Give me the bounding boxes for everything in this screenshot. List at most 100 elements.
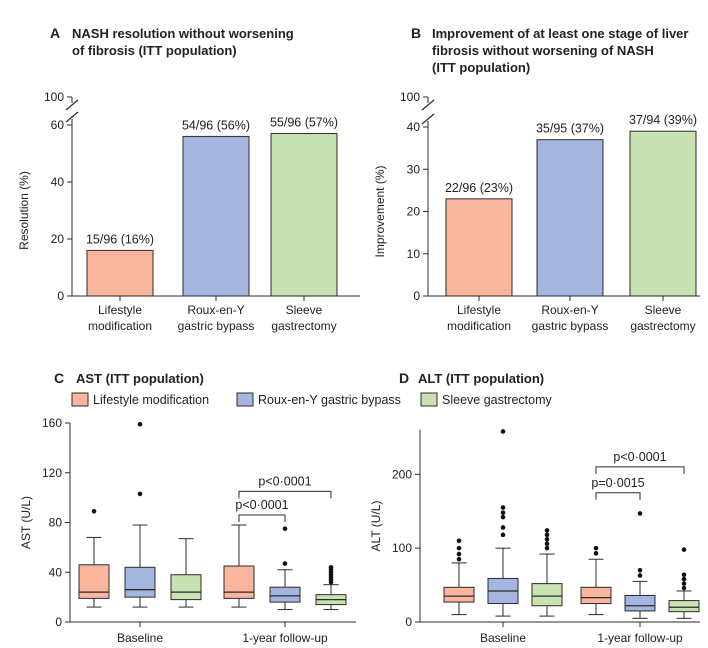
data-label: 22/96 (23%) [445, 181, 513, 195]
box [170, 574, 202, 601]
outlier-point [681, 547, 687, 552]
box [223, 565, 255, 599]
x-tick-label: Sleeve [645, 303, 682, 317]
outlier-point [456, 538, 462, 544]
p-value-label: p<0·0001 [258, 474, 311, 488]
outlier-point [456, 556, 462, 562]
x-tick-label: Lifestyle [98, 303, 142, 317]
outlier-point [456, 551, 462, 557]
x-tick-label: Baseline [117, 631, 163, 645]
y-axis-label: Improvement (%) [373, 165, 387, 257]
box [531, 583, 563, 607]
comparison-bracket [595, 492, 641, 500]
outlier-point [328, 564, 334, 570]
comparison-bracket [595, 466, 685, 474]
panel-letter: C [54, 370, 64, 386]
p-value-label: p<0·0001 [613, 450, 666, 464]
axis-break-mark [65, 99, 79, 111]
bar [445, 198, 513, 297]
box [443, 586, 475, 603]
y-tick-label: 0 [55, 615, 62, 629]
axis-break-mark [65, 111, 79, 123]
x-tick-label: gastric bypass [532, 319, 609, 333]
box [580, 586, 612, 605]
outlier-point [593, 551, 599, 556]
panel-title: (ITT population) [432, 60, 530, 75]
outlier-point [544, 536, 550, 542]
outlier-point [137, 421, 143, 427]
y-tick-label: 120 [42, 466, 62, 480]
y-tick-label: 20 [407, 205, 421, 219]
y-tick-label: 0 [405, 615, 412, 629]
bar [536, 139, 604, 297]
panel-title: of fibrosis (ITT population) [72, 43, 237, 58]
y-tick-label: 40 [407, 120, 421, 134]
panel-a: A NASH resolution without worsening of fib… [17, 25, 360, 333]
data-label: 55/96 (57%) [270, 116, 338, 130]
legend-swatch [420, 392, 438, 407]
outlier-point [637, 511, 643, 516]
panel-letter: A [50, 25, 60, 41]
legend-swatch [71, 392, 89, 407]
y-tick-label: 40 [51, 175, 65, 189]
y-axis-label: Resolution (%) [17, 171, 31, 250]
p-value-label: p<0·0001 [235, 498, 288, 512]
x-tick-label: Baseline [480, 631, 526, 645]
data-label: 54/96 (56%) [182, 118, 250, 132]
outlier-point [681, 576, 687, 582]
y-tick-label: 160 [42, 416, 62, 430]
panel-title: ALT (ITT population) [418, 371, 544, 386]
p-value-label: p=0·0015 [591, 476, 644, 490]
panel-title: fibrosis without worsening of NASH [432, 43, 654, 58]
y-axis-label: ALT (U/L) [369, 501, 383, 552]
panel-title: Improvement of at least one stage of liv… [432, 26, 688, 41]
panel-letter: D [399, 370, 409, 386]
y-tick-label: 100 [400, 90, 420, 104]
outlier-point [137, 491, 143, 497]
outlier-point [500, 505, 506, 510]
outlier-point [681, 572, 687, 578]
y-tick-label: 100 [44, 90, 64, 104]
outlier-point [91, 509, 97, 514]
data-label: 15/96 (16%) [86, 232, 154, 246]
x-tick-label: modification [88, 319, 152, 333]
outlier-point [500, 429, 506, 434]
y-tick-label: 30 [407, 162, 421, 176]
box [269, 586, 301, 603]
box [124, 566, 156, 598]
outlier-point [544, 545, 550, 551]
outlier-point [637, 573, 643, 578]
panel-title: NASH resolution without worsening [72, 26, 294, 41]
bar [86, 249, 154, 297]
box [624, 594, 656, 612]
y-tick-label: 40 [49, 565, 63, 579]
panel-c: C AST (ITT population) AST (U/L) 0 40 80 120 16… [19, 370, 356, 645]
x-tick-label: Roux-en-Y [187, 303, 244, 317]
legend-label: Lifestyle modification [93, 393, 209, 407]
outlier-point [681, 581, 687, 586]
box [78, 564, 110, 599]
y-tick-label: 0 [413, 289, 420, 303]
outlier-point [544, 528, 550, 533]
x-tick-label: 1-year follow-up [597, 631, 683, 645]
y-axis-label: AST (U/L) [19, 496, 33, 549]
y-tick-label: 80 [49, 516, 63, 530]
x-tick-label: gastric bypass [178, 319, 255, 333]
y-tick-label: 0 [57, 289, 64, 303]
panel-b: B Improvement of at least one stage of li… [373, 25, 700, 333]
x-tick-label: gastrectomy [630, 319, 695, 333]
outlier-point [500, 510, 506, 516]
comparison-bracket [238, 490, 332, 499]
outlier-point [544, 541, 550, 547]
outlier-point [500, 532, 506, 538]
legend-swatch [236, 392, 254, 407]
outlier-point [593, 545, 599, 551]
outlier-point [500, 525, 506, 530]
outlier-point [681, 585, 687, 591]
legend-label: Sleeve gastrectomy [442, 393, 553, 407]
outlier-point [282, 561, 288, 566]
comparison-bracket [238, 514, 286, 523]
bar [629, 130, 697, 297]
outlier-point [500, 514, 506, 520]
